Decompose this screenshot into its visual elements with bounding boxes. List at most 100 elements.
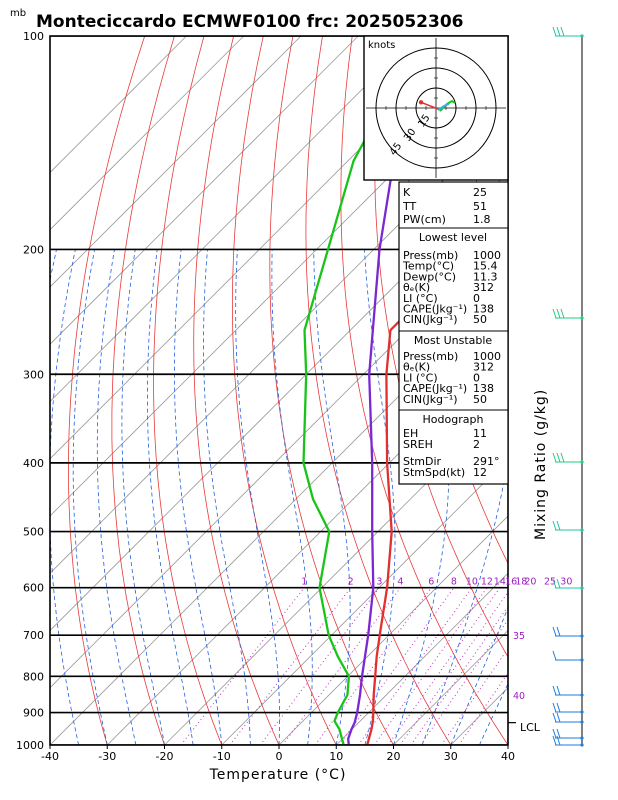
x-tick-label: -20 [156,750,174,763]
moist-adiabat [50,249,79,745]
x-tick-label: 30 [444,750,458,763]
dry-adiabat [153,36,223,745]
lowest-level-label: Temp(°C) [402,260,454,273]
isotherm [50,36,416,403]
lowest-level-label: Dewp(°C) [403,270,456,283]
dry-adiabat [340,36,508,745]
wind-barb-dot [580,736,584,740]
pressure-tick-label: 700 [23,629,44,642]
wind-barb-dot [580,693,584,697]
hodograph-index-value: 11 [473,427,487,440]
storm-index-value: 12 [473,466,487,479]
most-unstable-label: LI (°C) [403,371,438,384]
mixing-ratio-line [458,672,508,745]
mixing-ratio-label: 30 [560,577,572,588]
wind-barb-flag [556,308,561,319]
lowest-level-rows: Press(mb) 1000 Temp(°C) 15.4 Dewp(°C) 11.3 θₑ(… [402,249,501,326]
mixing-ratio-line [387,587,501,745]
pressure-tick-label: 800 [23,670,44,683]
mixing-ratio-line [410,605,508,745]
most-unstable-value: 1000 [473,350,501,363]
pw-label: PW(cm) [403,213,446,226]
x-tick-label: 20 [387,750,401,763]
most-unstable-value: 312 [473,361,494,374]
wind-barb-flag [552,626,557,637]
lowest-level-label: CAPE(Jkg⁻¹) [403,303,467,316]
wind-barb-flag [556,712,561,723]
isotherm [335,572,508,745]
mixing-ratio-axis-label: Mixing Ratio (g/kg) [533,389,549,540]
lowest-level-label: LI (°C) [403,292,438,305]
pressure-tick-label: 200 [23,243,44,256]
isotherm [50,36,359,345]
lowest-level-value: 15.4 [473,260,498,273]
mixing-ratio-label: 16 [505,577,517,588]
hodograph-units: knots [368,40,395,51]
x-tick-label: 10 [329,750,343,763]
pressure-tick-label: 1000 [16,739,44,752]
wind-barb-flag [560,26,565,37]
lowest-level-header: Lowest level [419,231,487,244]
wind-barb-dot [580,528,584,532]
mixing-ratio-label: 12 [481,577,493,588]
index-panel: K 25 TT 51 PW(cm) 1.8 Lowest level Press… [398,181,509,485]
dry-adiabat [560,36,618,745]
lcl-label: LCL [520,721,541,734]
most-unstable-label: CIN(Jkg⁻¹) [403,393,458,406]
x-axis-label: Temperature (°C) [209,767,347,783]
mixing-ratio-label: 6 [428,577,434,588]
mixing-ratio-label: 20 [524,577,536,588]
wind-barb-flag [552,650,557,661]
x-tick-label: -30 [98,750,116,763]
wind-barb-dot [580,634,584,638]
mixing-ratio-line [259,587,380,745]
isotherm [50,36,245,231]
wind-barb-flag [556,728,561,739]
storm-index-value: 291° [473,455,500,468]
dry-adiabat [193,36,280,745]
dry-adiabat [231,36,337,745]
wind-barb-flag [552,520,557,531]
moist-adiabat [147,249,194,745]
most-unstable-header: Most Unstable [414,334,493,347]
pressure-tick-label: 300 [23,368,44,381]
wind-barb-flag [552,26,557,37]
storm-index-label: StmSpd(kt) [403,466,465,479]
mixing-ratio-line [399,591,508,745]
pw-value: 1.8 [473,213,491,226]
storm-index-label: StmDir [403,455,442,468]
wind-barb-flag [556,702,561,713]
mixing-ratio-label: 4 [397,577,403,588]
dry-adiabat [269,36,394,745]
hodograph-header: Hodograph [423,413,484,426]
mixing-ratio-line [338,587,455,745]
most-unstable-label: Press(mb) [403,350,458,363]
wind-barb-dot [580,658,584,662]
most-unstable-value: 138 [473,382,494,395]
wind-barbs-column [552,26,584,747]
isotherm [278,515,508,745]
mixing-ratio-line [373,587,488,745]
lowest-level-label: Press(mb) [403,249,458,262]
pressure-tick-label: 400 [23,457,44,470]
index-panel-frame [398,181,509,485]
moist-adiabat [203,249,251,745]
moist-adiabat [364,249,396,745]
wind-barb-flag [560,308,565,319]
moist-adiabat [507,744,508,745]
lowest-level-value: 50 [473,313,487,326]
most-unstable-rows: Press(mb) 1000 θₑ(K) 312 LI (°C) 0 CAPE(Jkg⁻¹)… [403,350,501,406]
most-unstable-value: 0 [473,371,480,384]
isotherm [164,400,508,745]
lowest-level-value: 1000 [473,249,501,262]
mixing-ratio-line [357,587,473,745]
x-tick-label: -10 [213,750,231,763]
wind-barb-flag [552,578,557,589]
tt-label: TT [402,200,417,213]
mixing-ratio-label: 18 [515,577,527,588]
moist-adiabat [235,249,280,745]
parcel-line [347,36,417,745]
pressure-tick-label: 100 [23,30,44,43]
